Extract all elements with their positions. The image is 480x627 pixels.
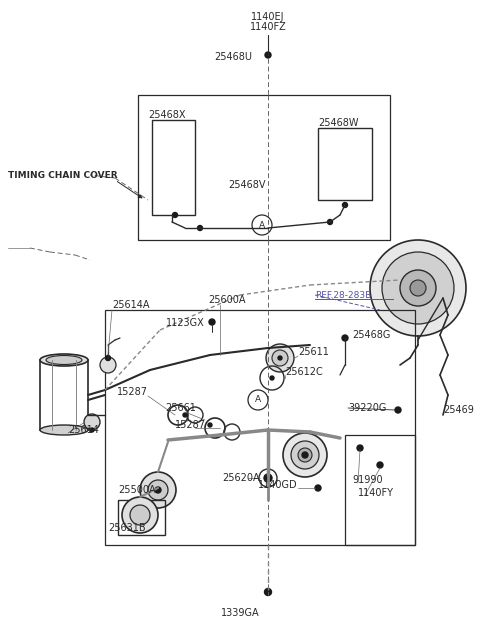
Circle shape (370, 240, 466, 336)
Circle shape (400, 270, 436, 306)
Circle shape (327, 219, 333, 224)
Circle shape (264, 589, 272, 596)
Text: 15287: 15287 (117, 387, 148, 397)
Text: 25614: 25614 (68, 425, 99, 435)
Text: 1123GX: 1123GX (166, 318, 205, 328)
Text: 1140FZ: 1140FZ (250, 22, 287, 32)
Text: 1140FY: 1140FY (358, 488, 394, 498)
Text: 25468W: 25468W (318, 118, 359, 128)
Circle shape (302, 452, 308, 458)
Circle shape (197, 226, 203, 231)
Text: A: A (259, 221, 265, 229)
Circle shape (148, 480, 168, 500)
Text: 25612C: 25612C (285, 367, 323, 377)
Bar (40, 360, 88, 430)
Bar (345, 435, 415, 545)
Text: 25600A: 25600A (208, 295, 245, 305)
Text: 1140EJ: 1140EJ (251, 12, 285, 22)
Text: 39220G: 39220G (348, 403, 386, 413)
Text: 15287: 15287 (175, 420, 206, 430)
Text: 25468X: 25468X (148, 110, 185, 120)
Circle shape (278, 356, 282, 360)
Text: 25468U: 25468U (214, 52, 252, 62)
Circle shape (291, 441, 319, 469)
Circle shape (395, 407, 401, 413)
Circle shape (357, 445, 363, 451)
Circle shape (84, 414, 100, 430)
Text: 25611: 25611 (298, 347, 329, 357)
Ellipse shape (40, 425, 88, 435)
Text: 1140GD: 1140GD (258, 480, 298, 490)
Bar (105, 310, 415, 545)
Bar (318, 128, 372, 200)
Circle shape (208, 423, 212, 427)
Circle shape (265, 52, 271, 58)
Text: 25468G: 25468G (352, 330, 390, 340)
Circle shape (264, 474, 272, 482)
Text: 25661: 25661 (165, 403, 196, 413)
Circle shape (106, 356, 110, 361)
Text: 25468V: 25468V (228, 180, 265, 190)
Circle shape (382, 252, 454, 324)
Text: 25500A: 25500A (118, 485, 156, 495)
Text: REF.28-283B: REF.28-283B (315, 290, 371, 300)
Circle shape (342, 335, 348, 341)
Circle shape (140, 472, 176, 508)
Text: 1339GA: 1339GA (221, 608, 259, 618)
Circle shape (266, 344, 294, 372)
Circle shape (270, 376, 274, 380)
Text: 25620A: 25620A (222, 473, 260, 483)
Circle shape (122, 497, 158, 533)
Circle shape (272, 350, 288, 366)
Bar (152, 120, 195, 215)
Circle shape (100, 357, 116, 373)
Circle shape (315, 485, 321, 491)
Circle shape (209, 319, 215, 325)
Ellipse shape (40, 354, 88, 366)
Circle shape (155, 487, 161, 493)
Circle shape (283, 433, 327, 477)
Text: 91990: 91990 (352, 475, 383, 485)
Text: 25469: 25469 (443, 405, 474, 415)
Circle shape (90, 428, 94, 432)
Circle shape (343, 203, 348, 208)
Circle shape (172, 213, 178, 218)
Circle shape (298, 448, 312, 462)
Circle shape (410, 280, 426, 296)
Circle shape (377, 462, 383, 468)
Circle shape (183, 413, 187, 417)
Text: 25614A: 25614A (112, 300, 149, 310)
Text: 25631B: 25631B (108, 523, 145, 533)
Text: TIMING CHAIN COVER: TIMING CHAIN COVER (8, 171, 118, 179)
Text: A: A (255, 396, 261, 404)
Ellipse shape (46, 356, 82, 364)
Bar (118, 500, 165, 535)
Bar (138, 95, 390, 240)
Circle shape (130, 505, 150, 525)
